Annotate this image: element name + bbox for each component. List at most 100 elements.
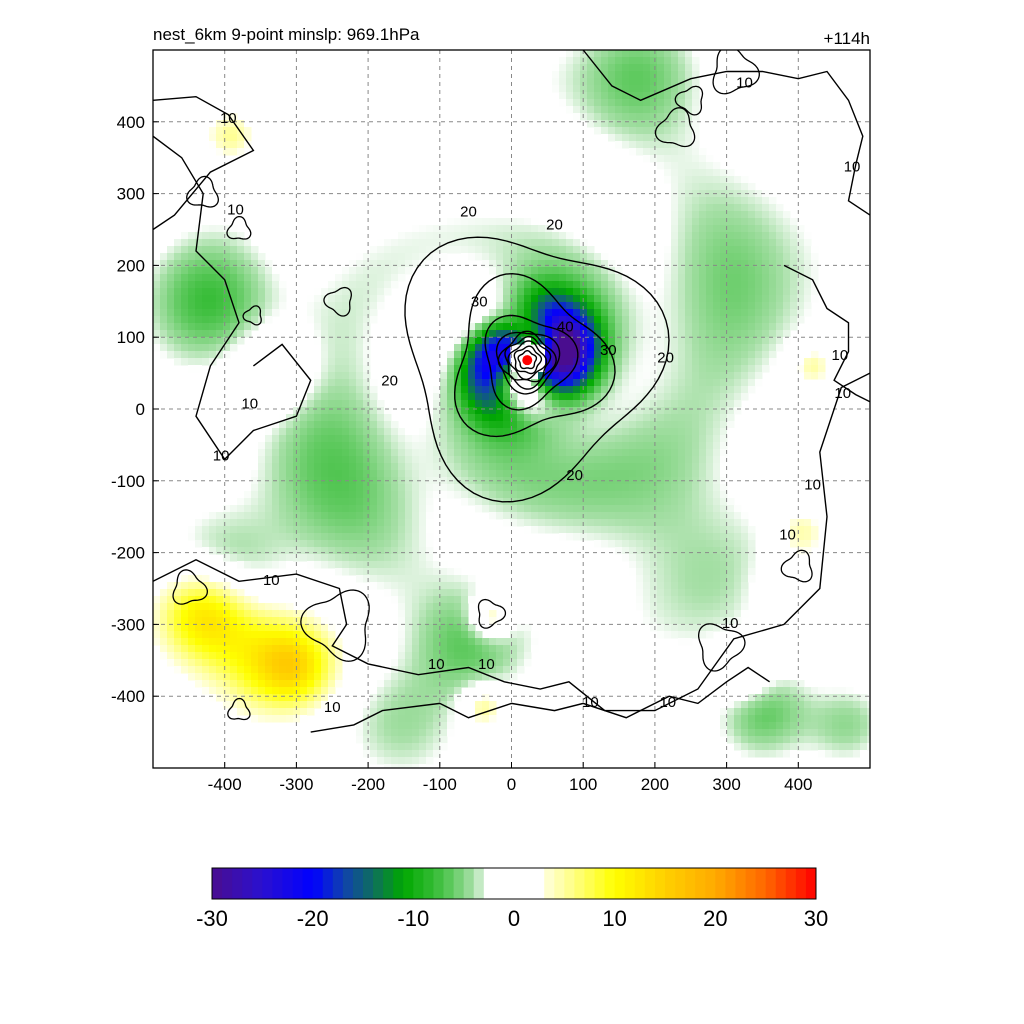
colorbar-swatch bbox=[503, 868, 515, 899]
lead-time-label: +114h bbox=[824, 29, 870, 48]
contour-label: 10 bbox=[227, 201, 244, 218]
contour-label: 20 bbox=[546, 216, 563, 233]
colorbar-swatch bbox=[634, 868, 646, 899]
colorbar-swatch bbox=[705, 868, 716, 899]
colorbar: -30 -20 -10 0 10 20 30 bbox=[196, 867, 828, 931]
colorbar-swatch bbox=[302, 868, 314, 899]
contour-label: 10 bbox=[722, 615, 739, 632]
contour-label: 20 bbox=[381, 372, 398, 389]
colorbar-swatch bbox=[805, 868, 817, 899]
chart-title: nest_6km 9-point minslp: 969.1hPa bbox=[153, 25, 420, 44]
x-tick-label: -100 bbox=[423, 775, 457, 794]
colorbar-swatch bbox=[654, 868, 666, 899]
y-axis: 400 300 200 100 0 -100 -200 -300 -400 bbox=[111, 113, 159, 706]
contour-label: 30 bbox=[600, 342, 617, 359]
contour-label: 30 bbox=[471, 293, 488, 310]
colorbar-swatch bbox=[483, 868, 495, 899]
x-tick-label: -400 bbox=[208, 775, 242, 794]
contour-label: 20 bbox=[566, 467, 583, 484]
colorbar-swatch bbox=[795, 868, 807, 899]
colorbar-swatch bbox=[685, 868, 696, 899]
colorbar-swatch bbox=[322, 868, 334, 899]
colorbar-swatch bbox=[383, 868, 394, 899]
colorbar-tick-label: 10 bbox=[602, 906, 626, 931]
contour-label: 10 bbox=[736, 74, 753, 91]
colorbar-tick-label: 0 bbox=[508, 906, 520, 931]
colorbar-swatch bbox=[644, 868, 656, 899]
colorbar-swatch bbox=[292, 868, 303, 899]
colorbar-swatch bbox=[544, 868, 555, 899]
colorbar-tick-label: 30 bbox=[804, 906, 828, 931]
contour-label: 10 bbox=[220, 110, 237, 127]
colorbar-swatch bbox=[232, 868, 243, 899]
contour-label: 10 bbox=[582, 694, 599, 711]
contour-label: 10 bbox=[844, 158, 861, 175]
colorbar-swatch bbox=[745, 868, 756, 899]
colorbar-tick-label: -30 bbox=[196, 906, 228, 931]
colorbar-swatch bbox=[695, 868, 706, 899]
colorbar-swatch bbox=[665, 868, 676, 899]
colorbar-swatch bbox=[594, 868, 605, 899]
plot-area: 10 10 10 10 20 20 30 40 30 20 20 10 10 10 10 20 10 10 10 10… bbox=[153, 50, 870, 768]
y-tick-label: -300 bbox=[111, 615, 145, 634]
x-tick-label: 100 bbox=[569, 775, 597, 794]
colorbar-swatch bbox=[554, 868, 565, 899]
colorbar-swatch bbox=[222, 868, 233, 899]
contour-label: 20 bbox=[657, 349, 674, 366]
colorbar-swatch bbox=[242, 868, 253, 899]
colorbar-swatch bbox=[614, 868, 626, 899]
colorbar-swatch bbox=[785, 868, 797, 899]
contour-label: 10 bbox=[659, 694, 676, 711]
x-axis: -400 -300 -200 -100 0 100 200 300 400 bbox=[208, 762, 812, 794]
contour-label: 40 bbox=[557, 318, 574, 335]
contour-label: 10 bbox=[834, 385, 851, 402]
colorbar-swatch bbox=[363, 868, 374, 899]
colorbar-swatch bbox=[433, 868, 444, 899]
colorbar-swatch bbox=[574, 868, 585, 899]
colorbar-swatch bbox=[775, 868, 787, 899]
colorbar-swatch bbox=[675, 868, 686, 899]
colorbar-swatch bbox=[423, 868, 434, 899]
colorbar-swatch bbox=[765, 868, 777, 899]
x-tick-label: 0 bbox=[507, 775, 516, 794]
x-tick-label: 200 bbox=[641, 775, 669, 794]
wind-shading bbox=[153, 50, 870, 768]
colorbar-swatch bbox=[463, 868, 475, 899]
colorbar-swatch bbox=[514, 868, 525, 899]
colorbar-swatch bbox=[584, 868, 595, 899]
contour-label: 10 bbox=[213, 448, 230, 465]
colorbar-swatch bbox=[473, 868, 485, 899]
colorbar-swatch bbox=[604, 868, 616, 899]
colorbar-swatch bbox=[453, 868, 465, 899]
colorbar-swatch bbox=[735, 868, 746, 899]
colorbar-swatch bbox=[443, 868, 454, 899]
colorbar-swatch bbox=[725, 868, 736, 899]
contour-label: 10 bbox=[804, 476, 821, 493]
contour-label: 10 bbox=[263, 572, 280, 589]
x-tick-label: -200 bbox=[351, 775, 385, 794]
y-tick-label: -100 bbox=[111, 472, 145, 491]
y-tick-label: 100 bbox=[117, 328, 145, 347]
colorbar-swatch bbox=[715, 868, 726, 899]
y-tick-label: 400 bbox=[117, 113, 145, 132]
contour-label: 10 bbox=[241, 395, 258, 412]
x-tick-label: 400 bbox=[784, 775, 812, 794]
colorbar-swatch bbox=[564, 868, 575, 899]
colorbar-swatch bbox=[524, 868, 535, 899]
colorbar-swatch bbox=[312, 868, 324, 899]
y-tick-label: 0 bbox=[136, 400, 145, 419]
colorbar-swatch bbox=[272, 868, 283, 899]
colorbar-swatch bbox=[342, 868, 354, 899]
contour-label: 10 bbox=[832, 347, 849, 364]
colorbar-swatch bbox=[352, 868, 364, 899]
y-tick-label: 300 bbox=[117, 185, 145, 204]
contour-labels: 10 10 10 10 20 20 30 40 30 20 20 10 10 10 10 20 10 10 10 10… bbox=[213, 74, 861, 716]
storm-center-marker bbox=[522, 355, 533, 366]
x-tick-label: -300 bbox=[279, 775, 313, 794]
contour-label: 10 bbox=[428, 656, 445, 673]
x-tick-label: 300 bbox=[712, 775, 740, 794]
colorbar-swatch bbox=[534, 868, 545, 899]
y-tick-label: 200 bbox=[117, 256, 145, 275]
contour-label: 10 bbox=[779, 527, 796, 544]
